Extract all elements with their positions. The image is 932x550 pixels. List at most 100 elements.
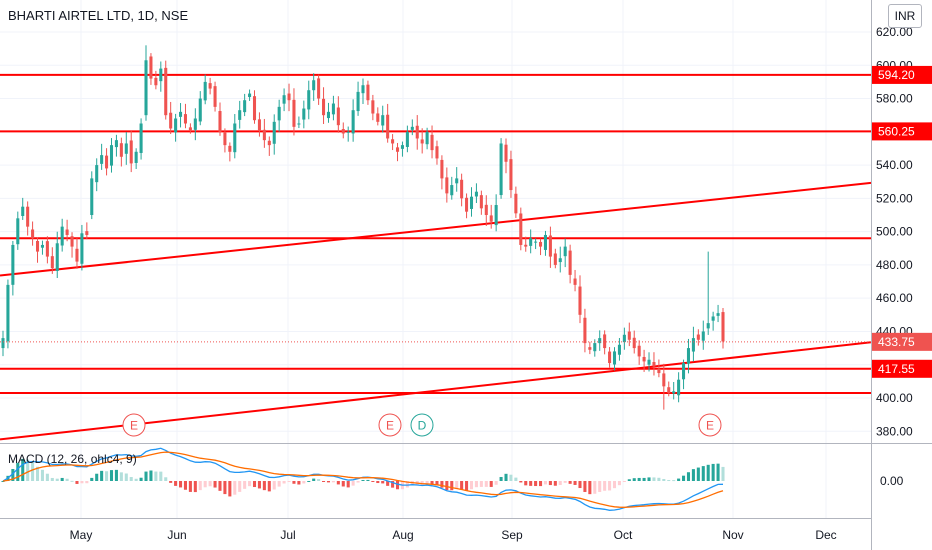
candle-body: [55, 243, 59, 271]
macd-histogram-bar: [100, 470, 104, 481]
candle-body: [484, 204, 488, 215]
macd-histogram-bar: [371, 481, 375, 482]
macd-histogram-bar: [272, 481, 276, 490]
macd-histogram-bar: [233, 481, 237, 495]
macd-histogram-bar: [701, 466, 705, 481]
macd-histogram-bar: [109, 470, 114, 481]
candle-body: [95, 165, 99, 183]
macd-histogram-bar: [514, 477, 518, 481]
candle-body: [317, 78, 321, 99]
candle-body: [376, 113, 380, 122]
macd-histogram-bar: [105, 471, 109, 481]
candle-body: [509, 159, 513, 191]
macd-histogram-bar: [682, 475, 686, 481]
candle-body: [223, 132, 227, 146]
candle-body: [667, 387, 671, 394]
candle-body: [474, 191, 478, 197]
macd-pane: [1, 447, 725, 511]
macd-histogram-bar: [583, 481, 587, 492]
candle-body: [366, 84, 370, 101]
price-tick-label: 580.00: [876, 92, 913, 106]
trendline[interactable]: [0, 181, 872, 277]
trendlines[interactable]: [0, 181, 872, 441]
time-tick-label: May: [70, 528, 93, 542]
macd-histogram-bar: [164, 477, 168, 481]
candle-body: [455, 178, 459, 184]
macd-histogram-bar: [494, 481, 498, 485]
candle-body: [543, 234, 547, 250]
macd-histogram-bar: [302, 481, 306, 484]
macd-histogram-bar: [455, 481, 459, 490]
candle-body: [435, 146, 439, 159]
candle-body: [346, 131, 350, 133]
macd-histogram-bar: [622, 481, 626, 482]
symbol-title[interactable]: BHARTI AIRTEL LTD, 1D, NSE: [8, 8, 189, 23]
macd-histogram-bar: [652, 477, 656, 481]
candle-body: [479, 195, 483, 209]
macd-histogram-bar: [524, 481, 528, 486]
macd-histogram-bar: [356, 481, 360, 483]
price-tick-label: 520.00: [876, 191, 913, 205]
candle-body: [164, 67, 168, 116]
event-marker-dividend[interactable]: D: [410, 413, 434, 437]
macd-histogram-bar: [603, 481, 607, 491]
candle-body: [622, 334, 626, 343]
macd-indicator-title[interactable]: MACD (12, 26, ohlc4, 9): [8, 452, 137, 466]
candle-body: [174, 118, 178, 133]
macd-histogram-bar: [70, 480, 74, 482]
horizontal-levels[interactable]: [0, 73, 871, 395]
candle-body: [292, 99, 296, 127]
currency-button[interactable]: INR: [888, 4, 922, 28]
event-marker-earnings[interactable]: E: [122, 413, 146, 437]
macd-histogram-bar: [612, 481, 617, 489]
macd-histogram-bar: [159, 471, 163, 481]
candle-body: [524, 244, 528, 247]
price-level-tag: [872, 65, 932, 84]
macd-histogram-bar: [297, 481, 301, 485]
candle-body: [627, 331, 631, 340]
candle-body: [460, 179, 464, 199]
candle-body: [129, 140, 133, 164]
candle-body: [686, 348, 691, 364]
macd-histogram-bar: [331, 481, 335, 483]
macd-histogram-bar: [218, 481, 222, 491]
time-axis[interactable]: May Jun Jul Aug Sep Oct Nov Dec: [70, 528, 837, 542]
candle-body: [499, 143, 503, 196]
macd-histogram-bar: [65, 478, 69, 481]
candle-body: [652, 362, 656, 367]
macd-histogram-bar: [642, 477, 646, 481]
last-price-tag: [872, 332, 932, 351]
candle-body: [119, 143, 123, 157]
macd-histogram-bar: [617, 481, 621, 486]
candle-body: [519, 213, 523, 245]
event-marker-earnings[interactable]: E: [698, 413, 722, 437]
candle-body: [677, 379, 681, 396]
candle-body: [647, 359, 651, 365]
macd-histogram-bar: [351, 481, 355, 486]
macd-histogram-bar: [376, 481, 380, 484]
macd-histogram-bar: [479, 481, 483, 487]
price-level-tag: [872, 122, 932, 141]
candle-body: [193, 118, 197, 130]
macd-histogram-bar: [558, 481, 562, 485]
candle-body: [381, 115, 385, 126]
candle-body: [188, 127, 192, 131]
candle-body: [608, 351, 612, 364]
price-axis[interactable]: 620.00600.00580.00560.00540.00520.00500.…: [876, 25, 913, 488]
candle-body: [494, 205, 498, 226]
candle-body: [267, 140, 271, 146]
candle-body: [632, 337, 636, 349]
macd-histogram-bar: [593, 481, 597, 494]
event-marker-earnings[interactable]: E: [378, 413, 402, 437]
candle-body: [40, 244, 44, 248]
macd-histogram-bar: [430, 481, 434, 485]
macd-histogram-bar: [193, 481, 197, 493]
macd-histogram-bar: [677, 478, 681, 481]
macd-histogram-bar: [262, 481, 266, 491]
macd-histogram-bar: [317, 479, 321, 481]
price-level-labels: 594.20 560.25 417.55 433.75: [872, 65, 932, 378]
macd-histogram-bar: [627, 479, 631, 481]
macd-histogram-bar: [55, 478, 59, 481]
